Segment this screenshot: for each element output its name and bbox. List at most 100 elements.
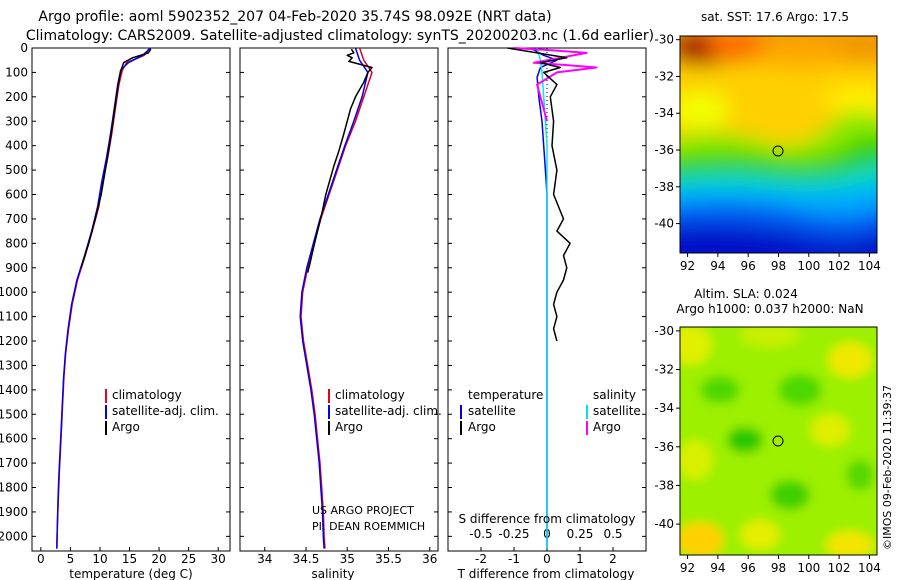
x-tick-label: 20 [151, 552, 166, 566]
legend-label: climatology [335, 388, 405, 402]
salinity-axis-label: salinity [311, 567, 354, 580]
map-y-tick-label: -36 [654, 143, 674, 157]
depth-tick-label: 2000 [0, 529, 28, 543]
legend-header-salinity: salinity [593, 388, 636, 402]
x-tick-label: 2 [609, 552, 617, 566]
x-tick-label: 10 [92, 552, 107, 566]
x-tick-label: -2 [475, 552, 487, 566]
s-difference-tick-label: 0.5 [603, 527, 622, 541]
x-tick-label: -1 [508, 552, 520, 566]
legend-label: satellite [593, 404, 641, 418]
s-difference-label: S difference from climatology [459, 512, 636, 526]
map-y-tick-label: -40 [654, 217, 674, 231]
sst-map [680, 36, 877, 253]
sla-map-subtitle: Argo h1000: 0.037 h2000: NaN [676, 302, 863, 316]
depth-tick-label: 1700 [0, 456, 28, 470]
sla-map-title: Altim. SLA: 0.024 [694, 287, 798, 301]
sla-map-axes: 92 94 96 98 100 102 104 -30 -32 -34 -36 -38 -40 [654, 324, 880, 575]
legend-label: satellite-adj. clim. [335, 404, 442, 418]
depth-tick-label: 1300 [0, 358, 28, 372]
sst-argo-marker [772, 145, 784, 157]
depth-tick-label: 800 [5, 236, 28, 250]
depth-axis: 0 100 200 300 400 500 600 700 800 900 1000 1100 1200… [0, 41, 646, 543]
depth-tick-label: 1600 [0, 432, 28, 446]
legend-swatch-argo [105, 421, 107, 435]
map-x-tick-label: 96 [741, 259, 756, 273]
legend-label: satellite-adj. clim. [112, 404, 219, 418]
x-tick-label: 15 [122, 552, 137, 566]
depth-tick-label: 100 [5, 65, 28, 79]
sla-map [680, 327, 877, 555]
legend-swatch-t-argo [460, 421, 462, 435]
depth-tick-label: 700 [5, 212, 28, 226]
depth-tick-label: 1200 [0, 334, 28, 348]
map-y-tick-label: -40 [654, 517, 674, 531]
series-line-s-satellite [536, 47, 548, 549]
x-tick-label: 0 [37, 552, 45, 566]
temperature-panel-frame [31, 47, 231, 552]
legend-swatch-s-argo [586, 421, 588, 435]
map-x-tick-label: 98 [771, 561, 786, 575]
map-x-tick-label: 102 [828, 561, 851, 575]
map-y-tick-label: -32 [654, 69, 674, 83]
depth-tick-label: 300 [5, 114, 28, 128]
series-line-satellite-adj-clim- [299, 47, 369, 549]
series-line-climatology [300, 47, 373, 549]
map-x-tick-label: 94 [710, 561, 725, 575]
map-y-tick-label: -30 [654, 324, 674, 338]
map-x-tick-label: 96 [741, 561, 756, 575]
sst-map-title: sat. SST: 17.6 Argo: 17.5 [701, 10, 849, 24]
legend-swatch-climatology [328, 389, 330, 403]
legend-swatch-t-satellite [460, 405, 462, 419]
map-y-tick-label: -30 [654, 33, 674, 47]
legend-label: Argo [335, 420, 363, 434]
s-difference-tick-label: 0.25 [567, 527, 594, 541]
map-x-tick-label: 92 [680, 561, 695, 575]
pi-credit: PI: DEAN ROEMMICH [312, 520, 425, 533]
depth-tick-label: 0 [20, 41, 28, 55]
map-x-tick-label: 104 [858, 259, 881, 273]
x-tick-label: 25 [181, 552, 196, 566]
series-line-argo [80, 48, 152, 269]
difference-legend: temperature salinity satellite Argo sate… [459, 388, 641, 526]
x-tick-label: 35 [340, 552, 355, 566]
x-tick-label: 35.5 [375, 552, 402, 566]
map-y-tick-label: -36 [654, 440, 674, 454]
series-line-t-argo [507, 47, 571, 342]
legend-label: Argo [593, 420, 621, 434]
depth-tick-label: 1500 [0, 407, 28, 421]
legend-label: Argo [112, 420, 140, 434]
project-credit: US ARGO PROJECT [312, 504, 414, 517]
salinity-legend: climatology satellite-adj. clim. Argo US… [312, 388, 442, 533]
depth-tick-label: 400 [5, 139, 28, 153]
depth-tick-label: 600 [5, 188, 28, 202]
legend-label: climatology [112, 388, 182, 402]
map-x-tick-label: 94 [710, 259, 725, 273]
depth-tick-label: 500 [5, 163, 28, 177]
x-tick-label: 34.5 [293, 552, 320, 566]
map-x-tick-label: 100 [797, 561, 820, 575]
map-x-tick-label: 98 [771, 259, 786, 273]
depth-tick-label: 1800 [0, 481, 28, 495]
legend-swatch-satellite [105, 405, 107, 419]
temperature-legend: climatology satellite-adj. clim. Argo [105, 388, 219, 435]
series-line-s-argo [513, 47, 598, 122]
legend-header-temperature: temperature [468, 388, 543, 402]
imos-credit: ©IMOS 09-Feb-2020 11:39:37 [881, 385, 894, 550]
map-x-tick-label: 92 [680, 259, 695, 273]
sla-argo-marker [772, 435, 784, 447]
map-y-tick-label: -38 [654, 180, 674, 194]
x-tick-label: 0 [543, 552, 551, 566]
depth-tick-label: 200 [5, 90, 28, 104]
salinity-chart: 34 34.5 35 35.5 36 [257, 47, 437, 566]
figure-title-line1: Argo profile: aoml 5902352_207 04-Feb-20… [38, 9, 551, 25]
salinity-panel-frame [239, 47, 439, 552]
s-difference-tick-label: -0.25 [498, 527, 529, 541]
series-line-climatology [56, 47, 151, 549]
sst-map-axes: 92 94 96 98 100 102 104 -30 -32 -34 -36 -38 -40 [654, 33, 880, 273]
map-y-tick-label: -38 [654, 478, 674, 492]
depth-tick-label: 1400 [0, 383, 28, 397]
x-tick-label: 36 [422, 552, 437, 566]
map-x-tick-label: 102 [828, 259, 851, 273]
